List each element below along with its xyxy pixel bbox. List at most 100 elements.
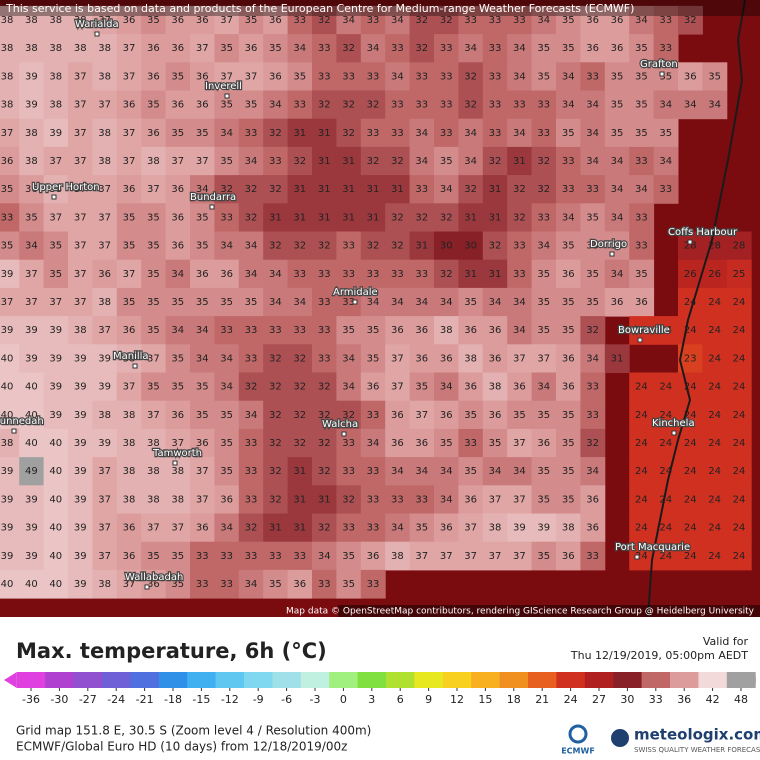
temperature-cell: [726, 541, 752, 571]
temperature-cell: [434, 344, 459, 373]
temperature-cell: [68, 372, 93, 402]
temperature-label: 40: [25, 438, 38, 449]
temperature-label: 33: [659, 43, 672, 54]
temperature-label: 36: [123, 325, 136, 336]
temperature-label: 35: [562, 297, 575, 308]
temperature-label: 35: [611, 128, 624, 139]
temperature-cell: [434, 5, 459, 35]
temperature-label: 35: [245, 100, 258, 111]
temperature-label: 32: [342, 128, 355, 139]
temperature-cell: [653, 400, 679, 430]
temperature-label: 38: [171, 466, 184, 477]
temperature-label: 37: [1, 128, 14, 139]
temperature-label: 35: [147, 212, 160, 223]
temperature-label: 33: [562, 184, 575, 195]
attribution-bar: [338, 605, 760, 617]
temperature-label: 26: [684, 269, 697, 280]
temperature-label: 37: [123, 128, 136, 139]
temperature-label: 39: [74, 410, 87, 421]
temperature-label: 35: [464, 410, 477, 421]
town-label: Wallabadah: [125, 572, 183, 583]
temperature-label: 35: [123, 241, 136, 252]
temperature-label: 31: [489, 184, 502, 195]
temperature-cell: [385, 175, 411, 204]
temperature-cell: [238, 485, 264, 514]
temperature-cell: [263, 457, 289, 486]
temperature-cell: [531, 513, 557, 543]
temperature-cell: [238, 5, 264, 35]
temperature-cell: [214, 485, 240, 514]
model-info: ECMWF/Global Euro HD (10 days) from 12/1…: [16, 740, 347, 754]
temperature-cell: [263, 5, 289, 35]
temperature-cell: [190, 372, 215, 402]
temperature-cell: [19, 457, 45, 486]
temperature-label: 31: [293, 128, 306, 139]
temperature-label: 33: [342, 71, 355, 82]
temperature-cell: [165, 62, 191, 91]
temperature-label: 37: [147, 523, 160, 534]
temperature-label: 24: [733, 297, 746, 308]
temperature-label: 35: [220, 297, 233, 308]
temperature-cell: [434, 231, 459, 261]
temperature-cell: [141, 175, 167, 204]
temperature-label: 32: [342, 410, 355, 421]
temperature-cell: [336, 259, 362, 289]
colorbar-segment: [130, 672, 160, 688]
temperature-label: 32: [367, 156, 380, 167]
town-marker: [341, 431, 347, 437]
temperature-cell: [629, 146, 655, 176]
temperature-cell: [726, 457, 752, 486]
temperature-cell: [68, 203, 93, 232]
temperature-cell: [580, 287, 606, 317]
temperature-cell: [385, 344, 411, 373]
temperature-label: 24: [684, 523, 697, 534]
temperature-cell: [360, 287, 386, 317]
temperature-cell: [385, 485, 411, 514]
temperature-cell: [214, 231, 240, 261]
temperature-cell: [629, 5, 655, 35]
temperature-cell: [336, 175, 362, 204]
temperature-label: 37: [98, 212, 111, 223]
town-marker: [209, 204, 215, 210]
temperature-label: 33: [415, 100, 428, 111]
temperature-label: 24: [684, 551, 697, 562]
temperature-label: 36: [123, 100, 136, 111]
temperature-label: 34: [513, 466, 526, 477]
temperature-cell: [165, 203, 191, 232]
temperature-label: 39: [25, 71, 38, 82]
temperature-cell: [434, 62, 459, 91]
town-label: Kinchela: [652, 418, 695, 429]
temperature-cell: [312, 316, 337, 345]
temperature-label: 34: [513, 128, 526, 139]
temperature-label: 39: [74, 523, 87, 534]
temperature-label: 35: [537, 466, 550, 477]
temperature-label: 32: [464, 71, 477, 82]
temperature-label: 34: [586, 466, 599, 477]
temperature-label: 31: [293, 523, 306, 534]
temperature-label: 37: [440, 551, 453, 562]
temperature-cell: [336, 344, 362, 373]
temperature-cell: [214, 146, 240, 176]
temperature-cell: [556, 541, 581, 571]
colorbar-tick-label: -12: [221, 693, 239, 706]
temperature-cell: [238, 457, 264, 486]
town-marker: [224, 93, 230, 99]
temperature-label: 32: [440, 15, 453, 26]
temperature-label: 38: [123, 494, 136, 505]
temperature-cell: [92, 203, 118, 232]
temperature-label: 34: [367, 297, 380, 308]
attribution: Map data © OpenStreetMap contributors, r…: [286, 607, 755, 617]
temperature-label: 40: [1, 382, 14, 393]
temperature-cell: [409, 34, 435, 63]
temperature-label: 38: [98, 71, 111, 82]
temperature-label: 33: [245, 128, 258, 139]
temperature-label: 37: [171, 438, 184, 449]
temperature-label: 36: [269, 71, 282, 82]
temperature-label: 35: [49, 241, 62, 252]
temperature-label: 38: [98, 43, 111, 54]
temperature-label: 36: [489, 325, 502, 336]
temperature-cell: [580, 34, 606, 63]
temperature-label: 35: [196, 410, 209, 421]
temperature-cell: [409, 344, 435, 373]
temperature-cell: [580, 62, 606, 91]
